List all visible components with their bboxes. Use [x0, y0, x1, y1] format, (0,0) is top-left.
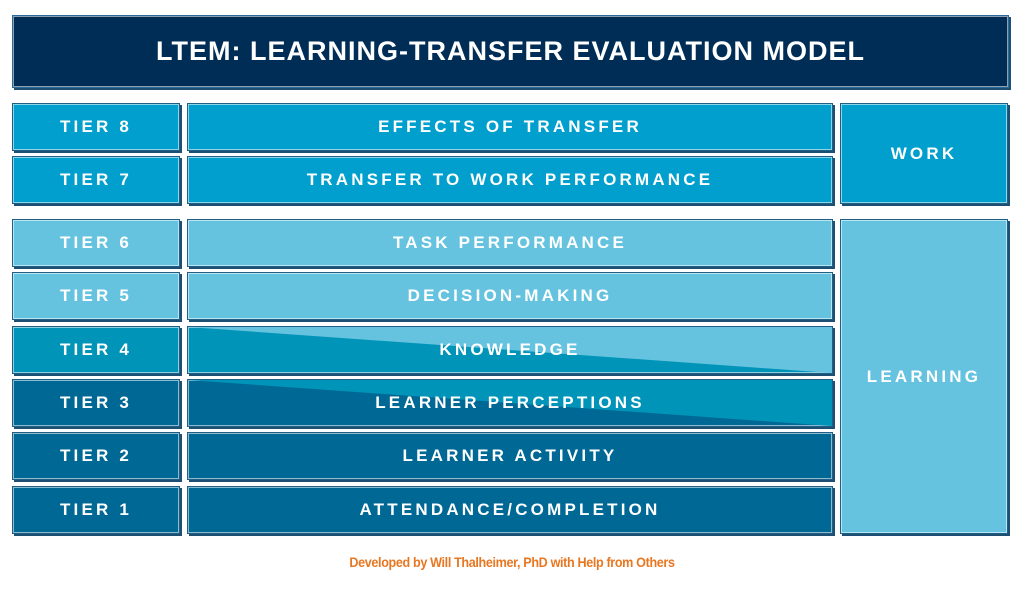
tier-name: KNOWLEDGE	[439, 340, 581, 359]
tier-4-name: KNOWLEDGE	[187, 326, 833, 374]
tier-name: LEARNER PERCEPTIONS	[375, 393, 645, 412]
tier-number: TIER 4	[59, 340, 133, 359]
tier-name: EFFECTS OF TRANSFER	[378, 117, 642, 136]
tier-5-name: DECISION-MAKING	[187, 272, 833, 320]
tier-1-label: TIER 1	[12, 486, 180, 534]
tier-4-label: TIER 4	[12, 326, 180, 374]
title-text: LTEM: LEARNING-TRANSFER EVALUATION MODEL	[156, 36, 865, 66]
group-label: LEARNING	[866, 366, 982, 386]
tier-number: TIER 8	[59, 117, 133, 136]
tier-6-label: TIER 6	[12, 219, 180, 267]
tier-2-name: LEARNER ACTIVITY	[187, 432, 833, 480]
tier-number: TIER 1	[59, 500, 133, 519]
tier-name: TRANSFER TO WORK PERFORMANCE	[306, 170, 714, 189]
tier-3-label: TIER 3	[12, 379, 180, 427]
tier-5-label: TIER 5	[12, 272, 180, 320]
tier-name: DECISION-MAKING	[407, 286, 613, 305]
tier-7-name: TRANSFER TO WORK PERFORMANCE	[187, 156, 833, 204]
gradient-wedge	[188, 327, 832, 373]
tier-number: TIER 2	[59, 446, 133, 465]
tier-1-name: ATTENDANCE/COMPLETION	[187, 486, 833, 534]
tier-8-label: TIER 8	[12, 103, 180, 151]
tier-name: ATTENDANCE/COMPLETION	[359, 500, 661, 519]
tier-8-name: EFFECTS OF TRANSFER	[187, 103, 833, 151]
group-label: WORK	[890, 143, 958, 163]
diagram-title: LTEM: LEARNING-TRANSFER EVALUATION MODEL	[12, 15, 1009, 88]
tier-name: LEARNER ACTIVITY	[402, 446, 618, 465]
tier-2-label: TIER 2	[12, 432, 180, 480]
gradient-wedge	[188, 380, 832, 426]
tier-6-name: TASK PERFORMANCE	[187, 219, 833, 267]
attribution-footer: Developed by Will Thalheimer, PhD with H…	[349, 554, 675, 570]
learning-group: LEARNING	[840, 219, 1008, 534]
tier-number: TIER 5	[59, 286, 133, 305]
tier-number: TIER 3	[59, 393, 133, 412]
tier-number: TIER 7	[59, 170, 133, 189]
tier-name: TASK PERFORMANCE	[392, 233, 628, 252]
work-group: WORK	[840, 103, 1008, 204]
tier-3-name: LEARNER PERCEPTIONS	[187, 379, 833, 427]
tier-number: TIER 6	[59, 233, 133, 252]
tier-7-label: TIER 7	[12, 156, 180, 204]
